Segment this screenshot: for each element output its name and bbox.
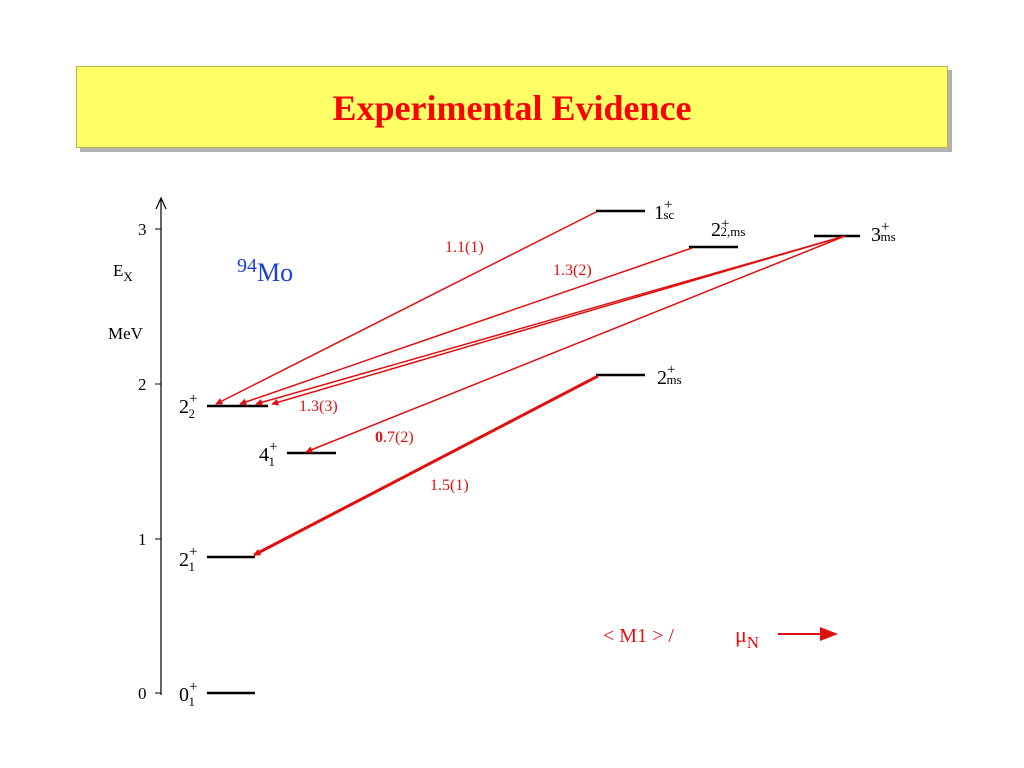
nucleus-label: 94Mo (237, 255, 293, 287)
transition-arrow-3ms-to-2-2 (255, 235, 846, 406)
transition-arrow-2-2ms-to-2-2 (239, 247, 693, 406)
axis-title-subscript: X (123, 269, 133, 284)
tick-label: 1 (138, 530, 147, 549)
level-label-2-ms: 2+ ms (657, 362, 682, 389)
legend-unit: μN (735, 622, 759, 652)
legend: < M1 > / μN (603, 622, 838, 652)
transition-label: 1.3(3) (299, 398, 338, 415)
legend-text: < M1 > / (603, 625, 674, 647)
axis-unit: MeV (108, 324, 144, 343)
level-label-2-2: 2+ 2 (179, 391, 197, 421)
transitions (215, 211, 846, 557)
transition-arrow-3ms-to-2-2b (271, 235, 846, 406)
tick-label: 2 (138, 375, 147, 394)
level-label-1-sc: 1+ sc (654, 197, 675, 224)
legend-arrowhead (820, 627, 838, 641)
tick-label: 0 (138, 684, 147, 703)
transition-label: 1.5(1) (430, 477, 469, 494)
transition-arrow-3ms-to-4-1 (305, 235, 846, 453)
title-banner: Experimental Evidence (76, 66, 948, 148)
level-label-0-1: 0+ 1 (179, 679, 197, 709)
level-label-3-ms: 3+ ms (871, 219, 896, 246)
transition-label: 0.7(2) (375, 429, 414, 446)
transition-arrow-2ms-to-2-1 (253, 374, 599, 557)
transition-labels: 1.1(1) 1.3(2) 1.3(3) 0.7(2) 1.5(1) (299, 239, 592, 494)
transition-arrow-1sc-to-2-2 (215, 211, 597, 405)
axis-arrowhead (155, 196, 167, 210)
level-label-2-2ms: 2+2,ms (711, 216, 745, 241)
transition-label: 1.3(2) (553, 262, 592, 279)
axis-title: EX (113, 261, 133, 284)
energy-levels (207, 209, 860, 695)
level-labels: 0+ 1 2+ 1 4+ 1 2+ 2 2+ ms 1+ sc 2+2,ms 3+ ms (179, 197, 896, 709)
nucleus-mass: 94 (237, 255, 257, 277)
energy-axis: 3 2 1 0 EX MeV (108, 196, 167, 703)
page-title: Experimental Evidence (332, 88, 692, 128)
transition-label: 1.1(1) (445, 239, 484, 256)
axis-title-symbol: E (113, 261, 123, 280)
tick-label: 3 (138, 220, 147, 239)
level-label-4-1: 4+ 1 (259, 439, 277, 469)
level-label-2-1: 2+ 1 (179, 544, 197, 574)
nucleus-element: Mo (257, 258, 293, 287)
